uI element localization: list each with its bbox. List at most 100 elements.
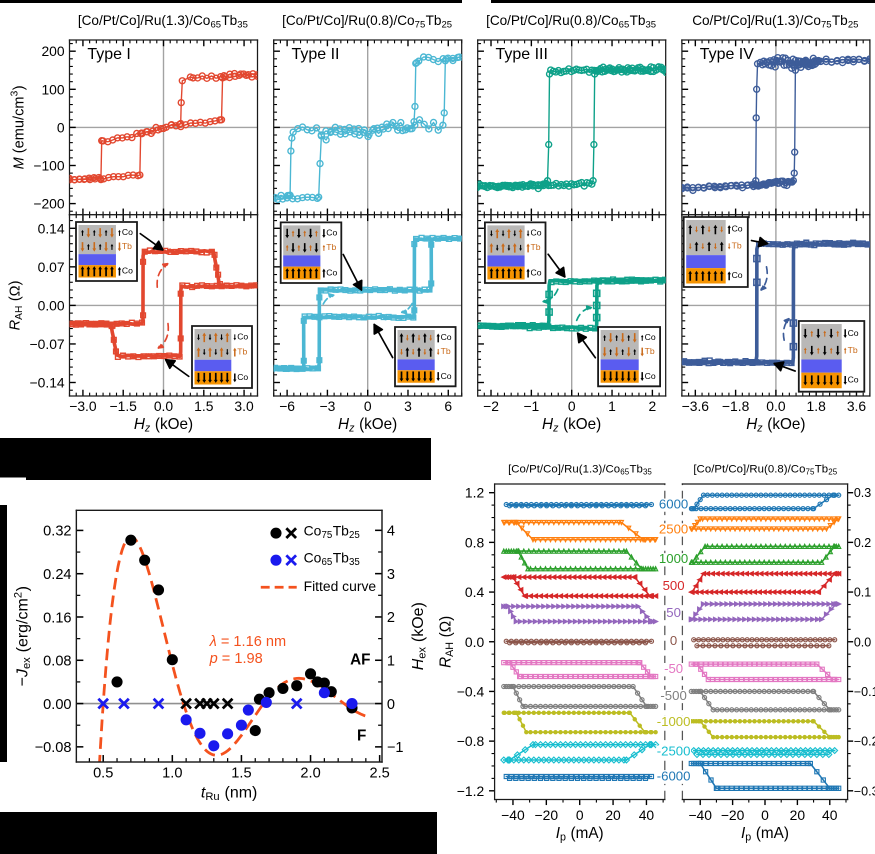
svg-text:Co: Co [645,332,656,342]
svg-text:−3.0: −3.0 [69,398,97,414]
svg-text:Type II: Type II [292,46,340,63]
svg-text:0.14: 0.14 [38,220,65,236]
svg-text:Co: Co [732,270,743,280]
svg-text:I p ( m A ): I p ( m A ) [556,818,605,845]
svg-text:Co: Co [441,332,452,342]
svg-text:−100: −100 [33,158,65,174]
svg-text:0: 0 [568,398,576,414]
svg-text:200: 200 [41,43,64,59]
svg-text:[ C o / P t / C o ] / R u ( 0: [ C o / P t / C o ] / R u ( 0 . 8 ) / C … [693,453,839,480]
svg-text:Tb: Tb [848,345,858,355]
svg-text:Co: Co [326,228,337,238]
svg-text:−1.2: −1.2 [457,783,485,799]
svg-text:0.1: 0.1 [854,586,871,600]
svg-text:H z ( k O e ): H z ( k O e ) [338,409,398,436]
svg-text:6000: 6000 [659,497,688,512]
svg-text:0.00: 0.00 [43,697,71,713]
svg-text:M ( e m u / c m ) 3: M ( e m u / c m ) 3 [3,79,28,169]
svg-text:0.24: 0.24 [43,567,71,583]
svg-text:−1: −1 [523,398,539,414]
svg-text:-50: -50 [664,661,683,676]
svg-text:−0.2: −0.2 [854,735,875,749]
svg-text:[ C o / P t / C o ] / R u ( 0: [ C o / P t / C o ] / R u ( 0 . 8 ) / C … [486,5,657,32]
svg-text:Tb: Tb [645,346,655,356]
svg-text:H z ( k O e ): H z ( k O e ) [542,409,602,436]
svg-text:−2: −2 [483,398,499,414]
svg-text:0.4: 0.4 [465,584,485,600]
svg-text:−1.8: −1.8 [722,398,750,414]
svg-text:Co: Co [326,267,337,277]
svg-text:0.32: 0.32 [43,524,71,540]
svg-text:0.0: 0.0 [854,635,871,649]
svg-text:-1000: -1000 [657,714,691,729]
svg-text:3: 3 [404,398,412,414]
svg-text:0.2: 0.2 [854,536,871,550]
svg-text:C o T b 7 5 2 5: C o T b 7 5 2 5 [304,516,361,543]
svg-text:0.0: 0.0 [766,398,786,414]
svg-text:500: 500 [663,578,685,593]
svg-text:0.00: 0.00 [38,297,65,313]
svg-text:Co: Co [645,371,656,381]
svg-text:1.5: 1.5 [194,398,214,414]
svg-text:Co: Co [732,224,743,234]
svg-text:[ C o / P t / C o ] / R u ( 1: [ C o / P t / C o ] / R u ( 1 . 3 ) / C … [508,453,654,480]
svg-text:Type IV: Type IV [700,46,754,63]
svg-text:4: 4 [387,524,395,540]
svg-text:λ = 1 . 1 6 n m: λ = 1 . 1 6 n m [209,626,287,651]
svg-text:0.0: 0.0 [154,398,174,414]
svg-text:1.5: 1.5 [231,765,251,781]
svg-text:p = 1 . 9 8: p = 1 . 9 8 [209,643,263,668]
svg-text:Co: Co [237,332,248,342]
svg-text:Co: Co [848,375,859,385]
svg-text:−0.07: −0.07 [30,336,65,352]
svg-text:−3: −3 [320,398,336,414]
svg-text:3: 3 [387,567,395,583]
svg-text:-6000: -6000 [657,769,691,784]
svg-text:1.8: 1.8 [807,398,827,414]
svg-text:−0.8: −0.8 [457,733,485,749]
svg-text:0.08: 0.08 [43,654,71,670]
svg-text:Tb: Tb [732,241,742,251]
svg-text:H z ( k O e ): H z ( k O e ) [746,409,806,436]
svg-text:-2500: -2500 [657,744,691,759]
svg-text:R A H ( Ω ): R A H ( Ω ) [431,615,458,668]
svg-text:Type I: Type I [87,46,131,63]
svg-text:1000: 1000 [659,551,688,566]
svg-text:2: 2 [649,398,657,414]
svg-text:Co: Co [848,328,859,338]
svg-text:1: 1 [608,398,616,414]
svg-text:Tb: Tb [441,346,451,356]
svg-text:Co: Co [441,371,452,381]
svg-text:−40: −40 [501,807,525,823]
svg-text:2500: 2500 [659,521,688,536]
svg-text:Tb: Tb [122,241,132,251]
svg-text:R A H ( Ω ): R A H ( Ω ) [0,279,27,330]
svg-text:1.2: 1.2 [465,485,485,501]
svg-text:0: 0 [670,633,677,648]
svg-text:−0.08: −0.08 [35,740,72,756]
svg-text:AF: AF [350,652,370,669]
svg-text:0: 0 [387,697,395,713]
svg-text:3.6: 3.6 [847,398,867,414]
svg-text:0: 0 [576,807,584,823]
svg-text:20: 20 [790,807,806,823]
svg-text:−20: −20 [535,807,559,823]
svg-text:0.3: 0.3 [854,486,871,500]
svg-text:50: 50 [666,605,681,620]
svg-text:Co: Co [530,267,541,277]
svg-text:3.0: 3.0 [234,398,254,414]
svg-text:20: 20 [605,807,621,823]
svg-text:−0.3: −0.3 [854,784,875,798]
svg-text:−0.4: −0.4 [457,683,485,699]
svg-text:Tb: Tb [530,242,540,252]
svg-text:Co: Co [122,266,133,276]
svg-text:C o T b 6 5 3 5: C o T b 6 5 3 5 [304,543,361,570]
svg-text:−6: −6 [279,398,295,414]
svg-text:0: 0 [761,807,769,823]
svg-text:0.16: 0.16 [43,610,71,626]
svg-text:Tb: Tb [237,346,247,356]
svg-text:−3.6: −3.6 [682,398,710,414]
svg-text:Tb: Tb [326,242,336,252]
svg-text:40: 40 [822,807,838,823]
svg-text:−200: −200 [33,196,65,212]
